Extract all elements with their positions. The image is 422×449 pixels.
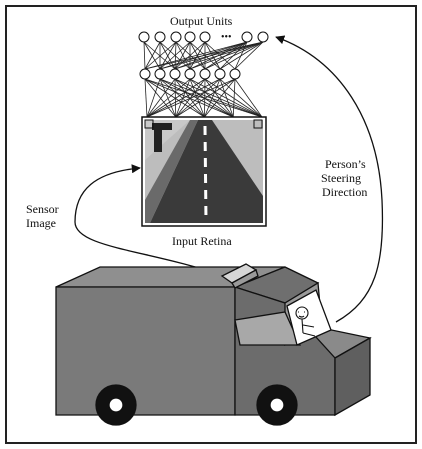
network-connections — [143, 41, 264, 118]
output-hidden-connection — [144, 41, 248, 70]
steering-direction-label-line2: Steering — [321, 171, 361, 185]
hidden-unit-node — [139, 68, 151, 80]
truck-cargo-side — [55, 286, 236, 416]
hidden-input-connection — [234, 78, 263, 118]
output-units-layer — [138, 31, 269, 43]
hidden-unit-node — [184, 68, 196, 80]
output-hidden-connection — [204, 41, 264, 70]
hidden-input-connection — [159, 78, 205, 118]
sensor-image-label-line1: Sensor — [26, 202, 59, 216]
hidden-input-connection — [146, 78, 176, 118]
hidden-input-connection — [159, 78, 177, 118]
hidden-input-connection — [175, 78, 221, 118]
output-hidden-connection — [143, 41, 176, 70]
steering-direction-label-line1: Person’s — [325, 157, 366, 171]
output-unit-node — [170, 31, 182, 43]
driver-person — [295, 306, 316, 337]
output-hidden-connection — [144, 41, 177, 70]
hidden-unit-node — [154, 68, 166, 80]
hidden-units-layer — [139, 68, 241, 80]
hidden-input-connection — [219, 78, 263, 118]
sensor-image-arrow — [74, 164, 225, 277]
steering-direction-label-line3: Direction — [322, 185, 368, 199]
hidden-unit-node — [214, 68, 226, 80]
hidden-input-connection — [189, 78, 205, 118]
truck-nose — [334, 336, 371, 417]
hidden-unit-node — [229, 68, 241, 80]
output-hidden-connection — [189, 41, 264, 70]
hidden-input-connection — [174, 78, 263, 118]
output-unit-node — [199, 31, 211, 43]
hidden-input-connection — [159, 78, 263, 118]
hidden-input-connection — [175, 78, 236, 118]
output-hidden-connection — [143, 41, 161, 70]
output-units-label: Output Units — [170, 14, 233, 28]
hidden-input-connection — [189, 78, 234, 118]
output-unit-node — [154, 31, 166, 43]
retina-lane-marking — [203, 125, 208, 223]
output-unit-node — [241, 31, 253, 43]
retina-corner-box-left — [144, 119, 154, 129]
hidden-input-connection — [144, 78, 234, 118]
hidden-input-connection — [144, 78, 148, 118]
output-hidden-connection — [144, 41, 264, 70]
front-hub — [269, 397, 285, 413]
hidden-input-connection — [174, 78, 205, 118]
hidden-input-connection — [146, 78, 221, 118]
truck — [55, 263, 372, 426]
output-hidden-connection — [174, 41, 264, 70]
retina-sign-post — [152, 123, 172, 130]
hidden-unit-node — [199, 68, 211, 80]
hidden-input-connection — [144, 78, 205, 118]
hidden-input-connection — [204, 78, 236, 118]
hidden-input-connection — [174, 78, 234, 118]
input-retina-label: Input Retina — [172, 234, 232, 248]
roof-camera-lens — [231, 269, 259, 289]
output-hidden-connection — [219, 41, 264, 70]
output-hidden-connection — [159, 41, 264, 70]
retina-corner-box-right — [253, 119, 263, 129]
retina-sign — [154, 130, 162, 152]
hidden-input-connection — [219, 78, 234, 118]
truck-windshield — [286, 289, 332, 346]
hidden-input-connection — [159, 78, 234, 118]
truck-window — [234, 311, 302, 346]
hidden-input-connection — [146, 78, 191, 118]
retina-shoulder — [145, 120, 198, 223]
hidden-input-connection — [204, 78, 221, 118]
hidden-input-connection — [146, 78, 161, 118]
hidden-input-connection — [189, 78, 263, 118]
output-unit-node — [138, 31, 150, 43]
hidden-input-connection — [204, 78, 234, 118]
output-hidden-connection — [143, 41, 146, 70]
output-unit-node — [184, 31, 196, 43]
hidden-input-connection — [204, 78, 263, 118]
rear-hub — [108, 397, 124, 413]
hidden-input-connection — [144, 78, 177, 118]
steering-direction-arrow — [275, 35, 384, 323]
output-hidden-connection — [159, 41, 176, 70]
output-hidden-connection — [234, 41, 264, 70]
output-unit-node — [257, 31, 269, 43]
sensor-image-label-line2: Image — [26, 216, 56, 230]
input-retina-image — [141, 116, 267, 227]
hidden-input-connection — [146, 78, 236, 118]
hidden-unit-node — [169, 68, 181, 80]
hidden-input-connection — [146, 78, 206, 118]
hidden-input-connection — [232, 78, 236, 118]
retina-road — [150, 120, 263, 223]
output-ellipsis: ••• — [221, 32, 232, 43]
output-hidden-connection — [174, 41, 206, 70]
output-hidden-connection — [144, 41, 161, 70]
